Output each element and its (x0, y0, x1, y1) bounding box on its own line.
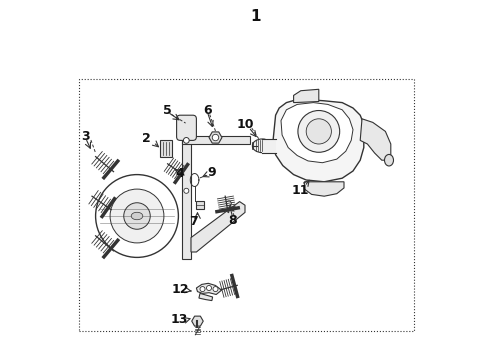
Text: 6: 6 (203, 104, 212, 117)
Circle shape (226, 201, 231, 206)
Text: 8: 8 (228, 214, 237, 227)
Text: 10: 10 (237, 118, 254, 131)
Text: 11: 11 (292, 184, 310, 197)
Text: 5: 5 (163, 104, 172, 117)
Circle shape (206, 285, 212, 291)
Circle shape (213, 287, 218, 292)
Polygon shape (273, 99, 364, 182)
Polygon shape (191, 202, 245, 252)
Polygon shape (281, 103, 353, 163)
Bar (182, 122, 191, 259)
Circle shape (110, 189, 164, 243)
Bar (262, 139, 276, 153)
Text: 12: 12 (172, 283, 189, 296)
Bar (182, 136, 250, 144)
Circle shape (306, 119, 331, 144)
Text: 13: 13 (171, 313, 188, 326)
Bar (79, 79, 414, 331)
Text: 3: 3 (81, 130, 90, 143)
Text: 7: 7 (190, 215, 198, 228)
Text: 9: 9 (208, 166, 216, 179)
FancyBboxPatch shape (176, 115, 196, 140)
Polygon shape (294, 89, 319, 103)
Circle shape (96, 175, 178, 257)
Bar (160, 140, 172, 157)
Circle shape (200, 287, 205, 292)
Bar (196, 201, 204, 209)
Text: 2: 2 (142, 132, 150, 145)
Ellipse shape (385, 154, 393, 166)
Polygon shape (196, 283, 221, 294)
Circle shape (183, 138, 189, 143)
Circle shape (124, 203, 150, 229)
Circle shape (298, 111, 340, 152)
Circle shape (212, 134, 219, 141)
Polygon shape (304, 182, 344, 196)
Ellipse shape (252, 139, 272, 153)
Circle shape (184, 188, 189, 193)
Text: 1: 1 (250, 9, 261, 24)
Ellipse shape (131, 212, 143, 220)
Circle shape (214, 138, 219, 143)
Text: 4: 4 (175, 167, 184, 180)
Polygon shape (199, 293, 213, 301)
Polygon shape (360, 119, 391, 160)
